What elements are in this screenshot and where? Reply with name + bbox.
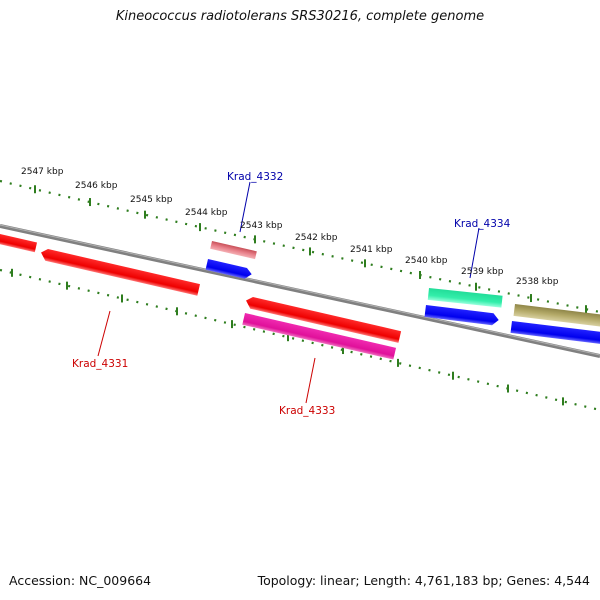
gene-label-krad-4334[interactable]: Krad_4334 (454, 218, 511, 230)
tick-label-2541: 2541 kbp (350, 245, 393, 255)
genome-summary: Topology: linear; Length: 4,761,183 bp; … (257, 573, 590, 588)
tick-marks (11, 185, 587, 406)
gene-blue-small[interactable] (205, 259, 253, 280)
gene-magenta[interactable] (242, 313, 397, 360)
tick-label-2538: 2538 kbp (516, 277, 559, 287)
gene-krad-4333[interactable] (244, 296, 402, 343)
tick-label-2545: 2545 kbp (130, 195, 173, 205)
gene-blue-mid[interactable] (424, 305, 500, 326)
tick-label-2542: 2542 kbp (295, 233, 338, 243)
gene-olive-right-edge[interactable] (513, 304, 600, 327)
gene-blue-right-edge[interactable] (510, 321, 600, 345)
tick-label-2546: 2546 kbp (75, 181, 118, 191)
gene-krad-4331[interactable] (39, 248, 201, 296)
leader-krad-4333 (305, 357, 316, 404)
leader-krad-4332 (239, 181, 251, 233)
gene-arrow-red-left-edge[interactable] (0, 234, 38, 253)
gene-krad-4332[interactable] (210, 241, 257, 260)
tick-label-2543: 2543 kbp (240, 221, 283, 231)
genome-backbone-highlight (0, 224, 600, 356)
tick-label-2539: 2539 kbp (461, 267, 504, 277)
gene-krad-4334[interactable] (427, 288, 503, 308)
tick-label-2544: 2544 kbp (185, 208, 228, 218)
leader-krad-4331 (97, 310, 111, 357)
genome-backbone (0, 224, 600, 358)
accession-label: Accession: NC_009664 (9, 573, 152, 588)
map-title: Kineococcus radiotolerans SRS30216, comp… (115, 9, 485, 24)
leader-krad-4334 (469, 227, 480, 279)
tick-label-2547: 2547 kbp (21, 167, 64, 177)
gene-label-krad-4332[interactable]: Krad_4332 (227, 171, 283, 183)
tick-label-2540: 2540 kbp (405, 256, 448, 266)
gene-label-krad-4333[interactable]: Krad_4333 (279, 405, 335, 417)
gene-label-krad-4331[interactable]: Krad_4331 (72, 358, 128, 370)
